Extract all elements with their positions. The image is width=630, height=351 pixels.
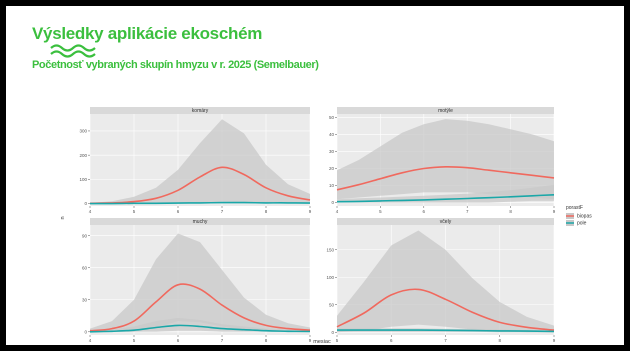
confidence-band-biopas [90, 233, 310, 332]
series-line-pole [89, 324, 311, 333]
x-tick-label: 8 [265, 209, 268, 214]
x-tick-label: 7 [444, 338, 447, 343]
series-line-pole [90, 201, 311, 205]
x-tick-label: 8 [509, 209, 512, 214]
x-tick-label: 9 [309, 338, 312, 343]
facet-strip [90, 107, 310, 114]
y-tick-label: 60 [82, 265, 88, 270]
series-line-pole [336, 194, 555, 203]
x-tick-label: 6 [177, 338, 180, 343]
facet-strip [337, 107, 554, 114]
y-tick-label: 0 [84, 201, 87, 206]
legend-title: porastF [566, 205, 583, 211]
x-tick-label: 5 [133, 209, 136, 214]
y-tick-label: 100 [79, 177, 87, 182]
y-tick-label: 100 [326, 275, 334, 280]
series-line-biopas [89, 166, 311, 205]
decorative-wave-icon [50, 44, 96, 58]
legend-label-pole: pole [577, 221, 587, 227]
facet-panel-0: komáry 0 100 200 300 4 5 6 7 8 9 [79, 107, 312, 214]
facet-strip-label: motýle [438, 108, 453, 114]
series-line-biopas [89, 283, 311, 332]
x-tick-label: 6 [177, 209, 180, 214]
confidence-band-biopas [90, 119, 310, 204]
facet-strip [337, 218, 554, 225]
y-tick-label: 300 [79, 129, 87, 134]
confidence-band-biopas [337, 230, 554, 333]
y-tick-label: 90 [82, 233, 88, 238]
y-tick-label: 30 [82, 297, 88, 302]
x-tick-label: 9 [553, 338, 556, 343]
x-tick-label: 4 [89, 338, 92, 343]
legend-label-biopas: biopas [577, 214, 592, 220]
facet-panel-3: včely 0 50 100 150 5 6 7 8 9 [326, 218, 556, 343]
x-axis-title: mesiac [313, 339, 331, 345]
x-tick-label: 6 [423, 209, 426, 214]
x-tick-label: 5 [133, 338, 136, 343]
facet-panel-2: muchy 0 30 60 90 4 5 6 7 8 9 [82, 218, 312, 343]
y-tick-label: 150 [326, 247, 334, 252]
x-tick-label: 6 [390, 338, 393, 343]
series-line-pole [336, 329, 555, 333]
x-tick-label: 7 [221, 209, 224, 214]
slide-subtitle: Početnosť vybraných skupín hmyzu v r. 20… [32, 59, 319, 71]
facet-strip-label: muchy [193, 219, 208, 225]
confidence-band-pole [337, 184, 554, 203]
x-tick-label: 4 [336, 209, 339, 214]
facet-strip-label: včely [440, 219, 452, 225]
series-line-biopas [336, 288, 555, 331]
x-tick-label: 8 [498, 338, 501, 343]
x-tick-label: 5 [379, 209, 382, 214]
x-tick-label: 8 [265, 338, 268, 343]
y-tick-label: 0 [331, 200, 334, 205]
y-tick-label: 200 [79, 153, 87, 158]
x-tick-label: 5 [336, 338, 339, 343]
facet-strip-label: komáry [192, 108, 209, 114]
x-tick-label: 4 [89, 209, 92, 214]
facet-strip [90, 218, 310, 225]
series-line-biopas [336, 165, 555, 191]
y-tick-label: 50 [329, 302, 335, 307]
y-tick-label: 50 [329, 115, 335, 120]
y-tick-label: 20 [329, 166, 335, 171]
slide-title: Výsledky aplikácie ekoschém [32, 24, 263, 43]
y-tick-label: 10 [329, 183, 335, 188]
slide: Výsledky aplikácie ekoschém Početnosť vy… [6, 6, 624, 345]
facet-panel-1: motýle 0 10 20 30 40 50 4 5 6 7 8 9 [329, 107, 556, 214]
x-tick-label: 7 [221, 338, 224, 343]
x-tick-label: 9 [309, 209, 312, 214]
x-tick-label: 9 [553, 209, 556, 214]
y-tick-label: 30 [329, 149, 335, 154]
y-tick-label: 40 [329, 132, 335, 137]
y-axis-title: n [60, 216, 66, 219]
y-tick-label: 0 [84, 329, 87, 334]
y-tick-label: 0 [331, 330, 334, 335]
confidence-band-biopas [337, 119, 554, 200]
x-tick-label: 7 [466, 209, 469, 214]
